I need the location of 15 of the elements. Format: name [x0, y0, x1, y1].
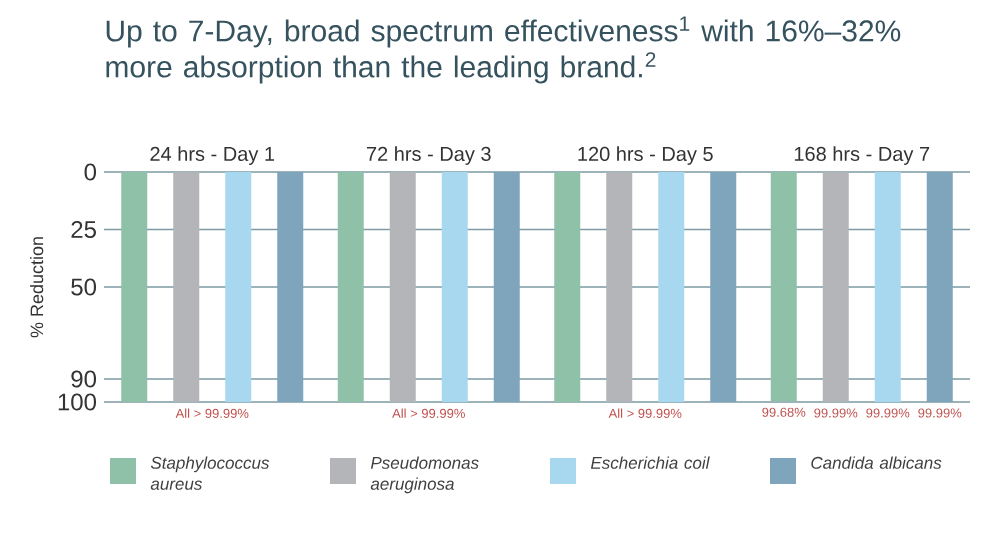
x-tick-label: 24 hrs - Day 1 [150, 146, 275, 165]
x-tick-label: 120 hrs - Day 5 [578, 146, 713, 165]
y-tick-label: 50 [71, 278, 97, 296]
x-tick-label: 168 hrs - Day 7 [794, 146, 930, 165]
legend-label: Pseudomonas aeruginosa [370, 456, 479, 494]
legend-label: Candida albicans [811, 456, 942, 469]
y-tick-label: 100 [58, 393, 97, 411]
legend-label: Escherichia coil [590, 456, 710, 469]
x-tick-label: 72 hrs - Day 3 [366, 146, 491, 165]
legend-label: Staphylococcus aureus [150, 456, 270, 490]
chart-title: Up to 7-Day, broad spectrum effectiveness$^{1}$ with 16%–32% more absorption than the leading brand.$^{2}$ [106, 16, 901, 84]
y-axis-title: % Reduction [30, 237, 44, 338]
y-tick-label: 90 [71, 370, 97, 388]
y-tick-label: 25 [71, 221, 96, 239]
y-tick-label: 0 [84, 163, 97, 181]
